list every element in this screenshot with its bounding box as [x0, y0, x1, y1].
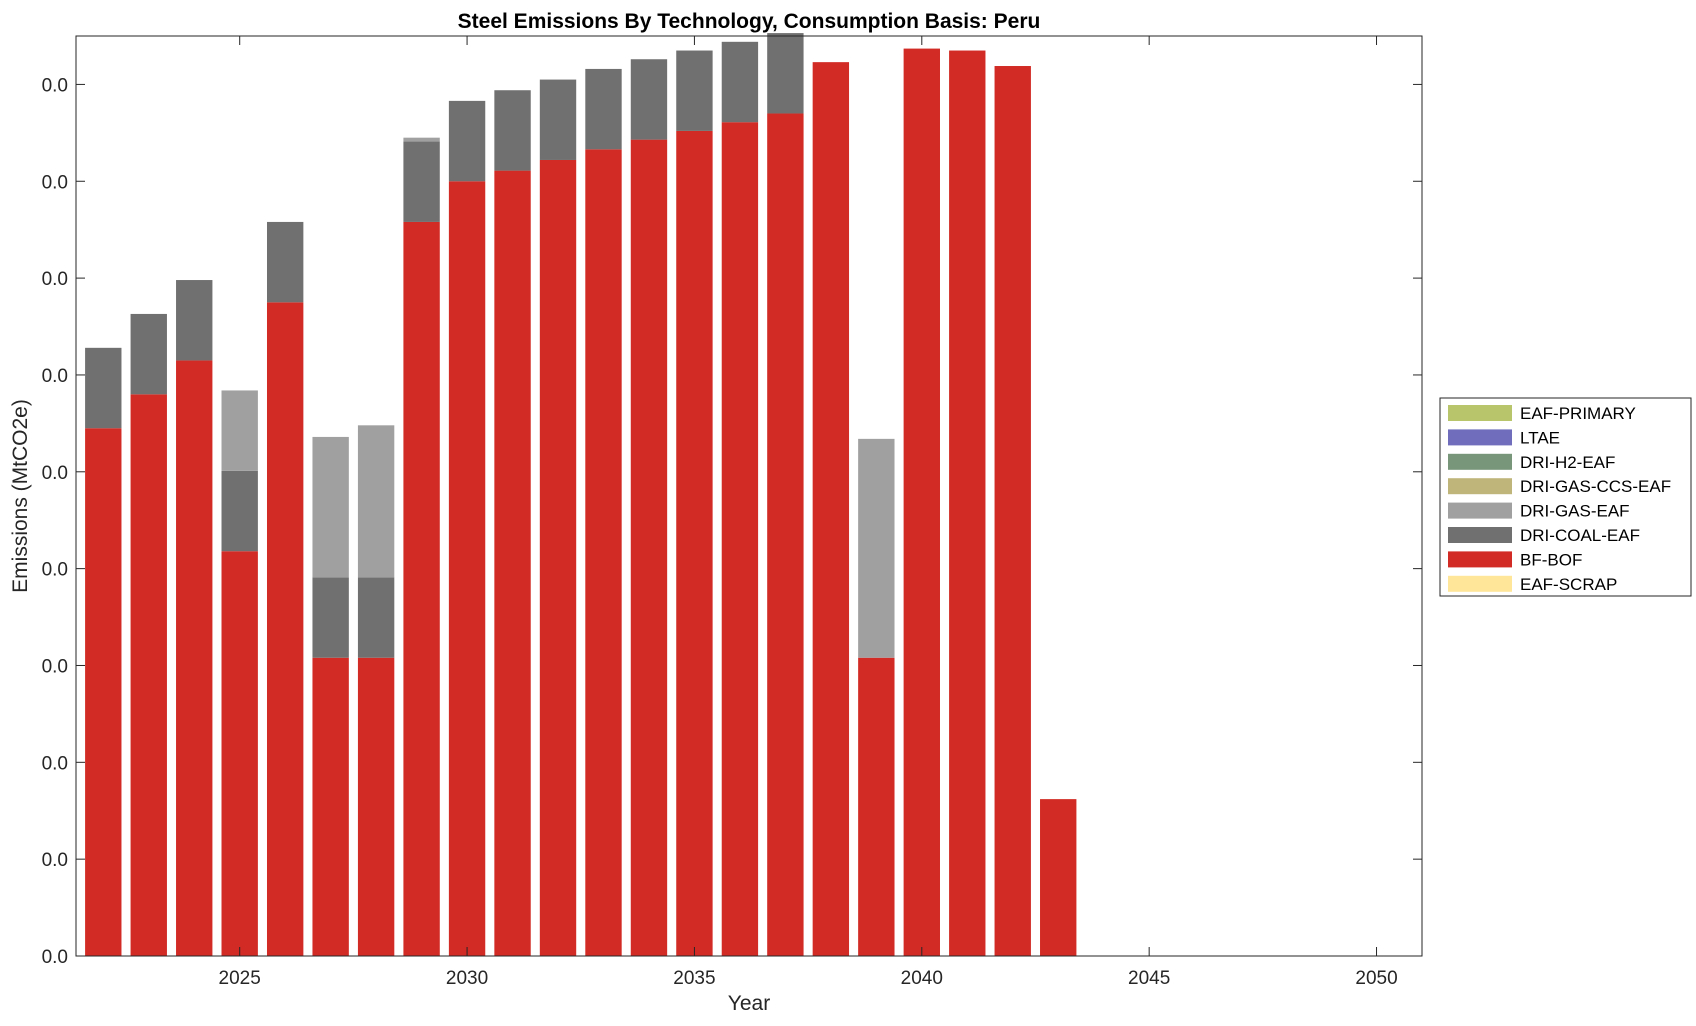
- x-axis-label: Year: [728, 992, 770, 1015]
- bar-bf-bof-2030: [448, 181, 486, 956]
- legend-label-dri-coal-eaf: DRI-COAL-EAF: [1520, 526, 1640, 545]
- bar-dri-gas-eaf-2025: [221, 390, 258, 471]
- bar-dri-coal-eaf-2037: [767, 33, 804, 114]
- bars-layer: [85, 33, 1077, 957]
- bar-bf-bof-2035: [676, 130, 713, 956]
- bar-bf-bof-2038: [812, 62, 850, 956]
- x-tick-label: 2045: [1128, 968, 1170, 989]
- y-tick-label: 0.0: [42, 753, 68, 774]
- legend-swatch-dri-gas-ccs-eaf: [1448, 478, 1512, 495]
- bar-bf-bof-2034: [630, 139, 668, 956]
- y-tick-label: 0.0: [42, 656, 68, 677]
- y-axis-label: Emissions (MtCO2e): [9, 399, 32, 593]
- x-tick-label: 2040: [901, 968, 943, 989]
- bar-bf-bof-2042: [994, 66, 1031, 956]
- bar-bf-bof-2031: [494, 170, 531, 957]
- y-tick-label: 0.0: [42, 560, 68, 581]
- legend-swatch-dri-gas-eaf: [1448, 502, 1512, 519]
- bar-bf-bof-2023: [130, 394, 167, 956]
- legend-swatch-eaf-scrap: [1448, 575, 1512, 592]
- bar-dri-gas-eaf-2029: [403, 137, 440, 142]
- legend-swatch-ltae: [1448, 429, 1512, 446]
- bar-bf-bof-2039: [858, 657, 895, 956]
- bar-dri-gas-eaf-2039: [858, 438, 895, 658]
- legend-label-eaf-scrap: EAF-SCRAP: [1520, 575, 1617, 594]
- bar-dri-coal-eaf-2031: [494, 90, 531, 171]
- bar-dri-coal-eaf-2034: [630, 59, 668, 140]
- y-tick-label: 0.0: [42, 850, 68, 871]
- bar-dri-coal-eaf-2027: [312, 577, 349, 658]
- bar-dri-coal-eaf-2033: [585, 68, 622, 150]
- legend-swatch-bf-bof: [1448, 551, 1512, 568]
- bar-dri-coal-eaf-2035: [676, 50, 713, 131]
- bar-bf-bof-2032: [539, 159, 577, 956]
- bar-bf-bof-2028: [357, 657, 395, 956]
- legend-label-dri-h2-eaf: DRI-H2-EAF: [1520, 453, 1615, 472]
- bar-dri-coal-eaf-2029: [403, 141, 440, 222]
- x-tick-label: 2050: [1355, 968, 1397, 989]
- bar-dri-coal-eaf-2030: [448, 100, 486, 182]
- legend-swatch-eaf-primary: [1448, 405, 1512, 421]
- bar-dri-coal-eaf-2032: [539, 79, 577, 160]
- bar-bf-bof-2029: [403, 221, 440, 956]
- legend-swatch-dri-h2-eaf: [1448, 453, 1512, 470]
- x-tick-label: 2035: [673, 968, 715, 989]
- bar-dri-coal-eaf-2028: [357, 577, 395, 658]
- bar-bf-bof-2022: [85, 428, 122, 957]
- legend: EAF-PRIMARY LTAE DRI-H2-EAF DRI-GAS-CCS-EAF…: [1439, 397, 1692, 597]
- plot-frame: [75, 35, 1423, 957]
- y-tick-label: 0.0: [42, 75, 68, 96]
- chart-title: Steel Emissions By Technology, Consumpti…: [458, 10, 1041, 33]
- bar-dri-coal-eaf-2036: [721, 41, 759, 123]
- x-tick-label: 2030: [446, 968, 488, 989]
- bar-bf-bof-2036: [721, 122, 759, 956]
- bar-dri-coal-eaf-2023: [130, 313, 167, 395]
- bar-bf-bof-2033: [585, 149, 622, 956]
- bar-dri-coal-eaf-2025: [221, 470, 258, 552]
- bar-bf-bof-2025: [221, 551, 258, 956]
- y-tick-label: 0.0: [42, 269, 68, 290]
- ticks-layer: 2025 2030 2035 2040 2045 2050 0.0 0.0 0.0 0.0 0.0 0…: [42, 36, 1422, 989]
- legend-label-eaf-primary: EAF-PRIMARY: [1520, 404, 1636, 423]
- bar-dri-gas-eaf-2027: [312, 436, 349, 578]
- y-tick-label: 0.0: [42, 947, 68, 968]
- bar-bf-bof-2027: [312, 657, 349, 956]
- legend-swatch-dri-coal-eaf: [1448, 527, 1512, 543]
- legend-label-dri-gas-eaf: DRI-GAS-EAF: [1520, 502, 1630, 521]
- bar-bf-bof-2043: [1040, 799, 1077, 956]
- y-tick-label: 0.0: [42, 172, 68, 193]
- legend-label-bf-bof: BF-BOF: [1520, 550, 1582, 569]
- bar-dri-coal-eaf-2022: [85, 347, 122, 429]
- y-tick-label: 0.0: [42, 366, 68, 387]
- bar-bf-bof-2024: [176, 360, 213, 956]
- x-tick-label: 2025: [219, 968, 261, 989]
- legend-label-ltae: LTAE: [1520, 428, 1560, 447]
- bar-dri-gas-eaf-2028: [357, 425, 395, 578]
- bar-dri-coal-eaf-2026: [266, 221, 304, 303]
- bar-bf-bof-2041: [949, 50, 986, 956]
- bar-bf-bof-2040: [903, 48, 940, 956]
- y-tick-label: 0.0: [42, 463, 68, 484]
- legend-label-dri-gas-ccs-eaf: DRI-GAS-CCS-EAF: [1520, 477, 1671, 496]
- bar-bf-bof-2026: [266, 302, 304, 956]
- bar-bf-bof-2037: [767, 113, 804, 957]
- bar-dri-coal-eaf-2024: [176, 280, 213, 361]
